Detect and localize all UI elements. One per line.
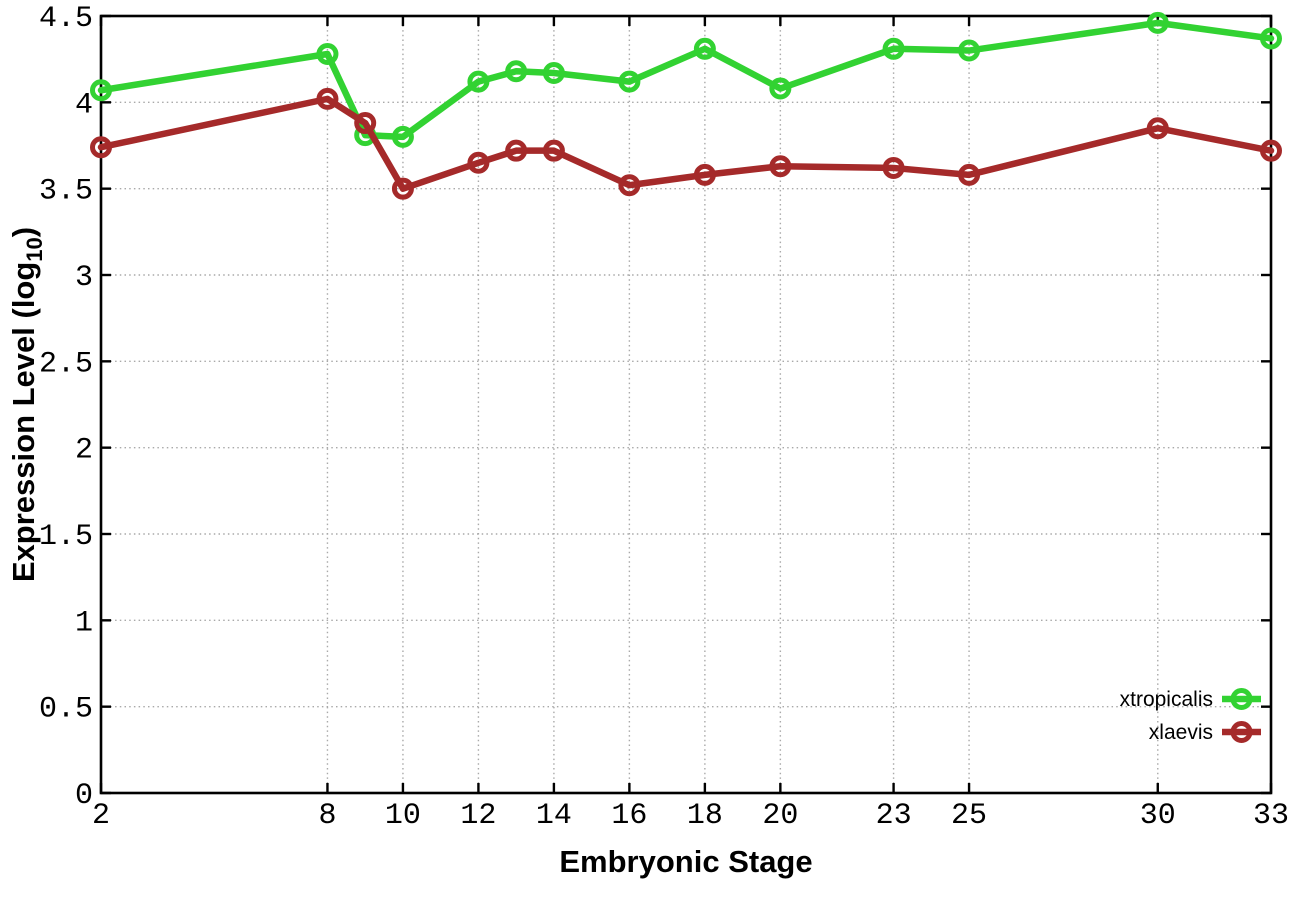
data-point — [882, 156, 905, 179]
x-tick-label: 16 — [611, 799, 647, 833]
legend-marker — [1230, 688, 1253, 710]
y-tick-label: 4 — [75, 88, 93, 122]
x-tick-label: 2 — [92, 799, 110, 833]
y-axis-title-subscript: 10 — [22, 237, 47, 261]
legend-label-xtropicalis: xtropicalis — [1120, 688, 1213, 711]
x-tick-label: 14 — [536, 799, 572, 833]
data-point — [316, 87, 339, 110]
y-tick-label: 2 — [75, 434, 93, 468]
legend-label-xlaevis: xlaevis — [1149, 721, 1213, 744]
data-point — [542, 61, 565, 84]
data-point — [354, 112, 377, 135]
data-point — [769, 77, 792, 100]
x-tick-label: 18 — [687, 799, 723, 833]
data-point — [958, 39, 981, 62]
y-axis-title: Expression Level (log10) — [6, 227, 47, 582]
data-point — [1260, 139, 1282, 162]
gridlines — [100, 15, 1272, 794]
data-point — [618, 174, 641, 197]
data-point — [618, 70, 641, 93]
data-point — [542, 139, 565, 162]
x-tick-label: 12 — [460, 799, 496, 833]
x-tick-labels: 2 8 10 12 14 16 18 20 23 25 30 33 — [92, 799, 1289, 833]
data-point — [467, 70, 490, 93]
data-point — [1146, 117, 1169, 140]
data-point — [505, 60, 528, 83]
x-tick-label: 23 — [876, 799, 912, 833]
data-point — [693, 37, 716, 60]
legend: xtropicalis xlaevis — [1120, 688, 1261, 744]
y-tick-labels: 0 0.5 1 1.5 2 2.5 3 3.5 4 4.5 — [39, 2, 93, 813]
data-point — [90, 79, 112, 102]
legend-marker — [1230, 721, 1253, 743]
x-tick-label: 8 — [318, 799, 336, 833]
x-tick-label: 30 — [1140, 799, 1176, 833]
x-axis-title: Embryonic Stage — [559, 844, 812, 879]
series-xlaevis — [90, 87, 1282, 200]
data-point — [693, 163, 716, 186]
data-point — [505, 139, 528, 162]
y-tick-label: 0 — [75, 779, 93, 813]
y-tick-label: 3.5 — [39, 175, 93, 209]
x-tick-label: 20 — [762, 799, 798, 833]
x-tick-label: 10 — [385, 799, 421, 833]
x-tick-label: 33 — [1253, 799, 1289, 833]
y-tick-label: 1.5 — [39, 520, 93, 554]
series-line-xtropicalis — [97, 19, 1275, 141]
y-tick-label: 2.5 — [39, 347, 93, 381]
y-tick-label: 0.5 — [39, 693, 93, 727]
plot-border — [99, 14, 1273, 795]
data-point — [316, 42, 339, 65]
data-point — [391, 177, 414, 200]
data-point — [769, 155, 792, 178]
data-point — [882, 37, 905, 60]
data-point — [958, 163, 981, 186]
data-point — [467, 151, 490, 174]
data-point — [90, 136, 112, 159]
series-line-xlaevis — [97, 95, 1275, 192]
y-tick-label: 1 — [75, 606, 93, 640]
y-tick-label: 3 — [75, 261, 93, 295]
series-xtropicalis — [90, 11, 1282, 148]
data-point — [1260, 27, 1282, 50]
x-tick-label: 25 — [951, 799, 987, 833]
data-point — [1146, 11, 1169, 34]
data-point — [391, 125, 414, 148]
tick-marks — [99, 14, 1273, 795]
y-tick-label: 4.5 — [39, 2, 93, 36]
